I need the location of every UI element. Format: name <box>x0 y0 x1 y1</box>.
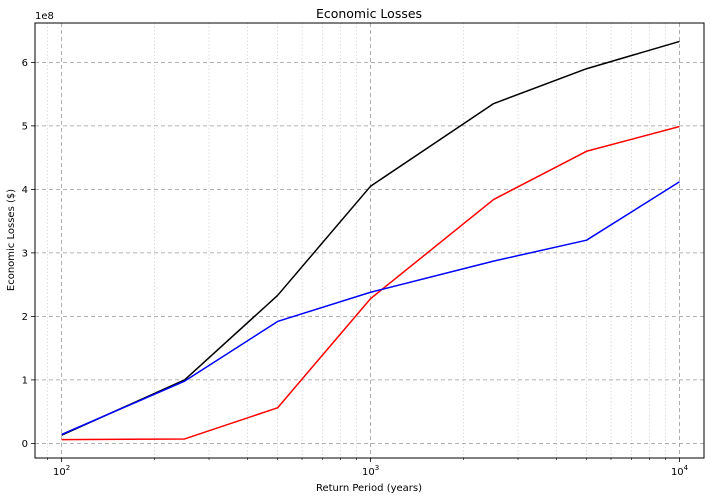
x-axis-label: Return Period (years) <box>316 483 422 494</box>
y-tick-label: 4 <box>22 185 28 196</box>
y-tick-label: 3 <box>22 248 28 259</box>
x-tick-exponent: 2 <box>66 464 70 472</box>
y-tick-label: 2 <box>22 312 28 323</box>
y-tick-label: 5 <box>22 121 28 132</box>
y-axis-offset-label: 1e8 <box>35 11 54 22</box>
x-tick-exponent: 4 <box>684 464 689 472</box>
y-axis-label: Economic Losses ($) <box>6 189 17 291</box>
x-tick-base: 10 <box>53 467 66 478</box>
y-axis-ticks: 0 1 2 3 4 5 6 <box>22 58 35 450</box>
x-tick-label: 104 <box>671 464 689 478</box>
plot-frame <box>34 22 705 459</box>
x-tick-base: 10 <box>362 467 375 478</box>
x-tick-exponent: 3 <box>375 464 379 472</box>
x-tick-label: 102 <box>53 464 70 478</box>
x-axis-ticks: 102 103 104 <box>47 458 689 478</box>
series-line-3 <box>61 181 680 436</box>
x-tick-base: 10 <box>671 467 684 478</box>
x-tick-label: 103 <box>362 464 379 478</box>
series-lines <box>61 40 680 441</box>
chart-title: Economic Losses <box>316 6 422 21</box>
series-line-1 <box>61 40 680 436</box>
y-tick-label: 6 <box>22 58 28 69</box>
y-tick-label: 1 <box>22 375 28 386</box>
series-line-2 <box>61 125 680 441</box>
y-tick-label: 0 <box>22 439 28 450</box>
